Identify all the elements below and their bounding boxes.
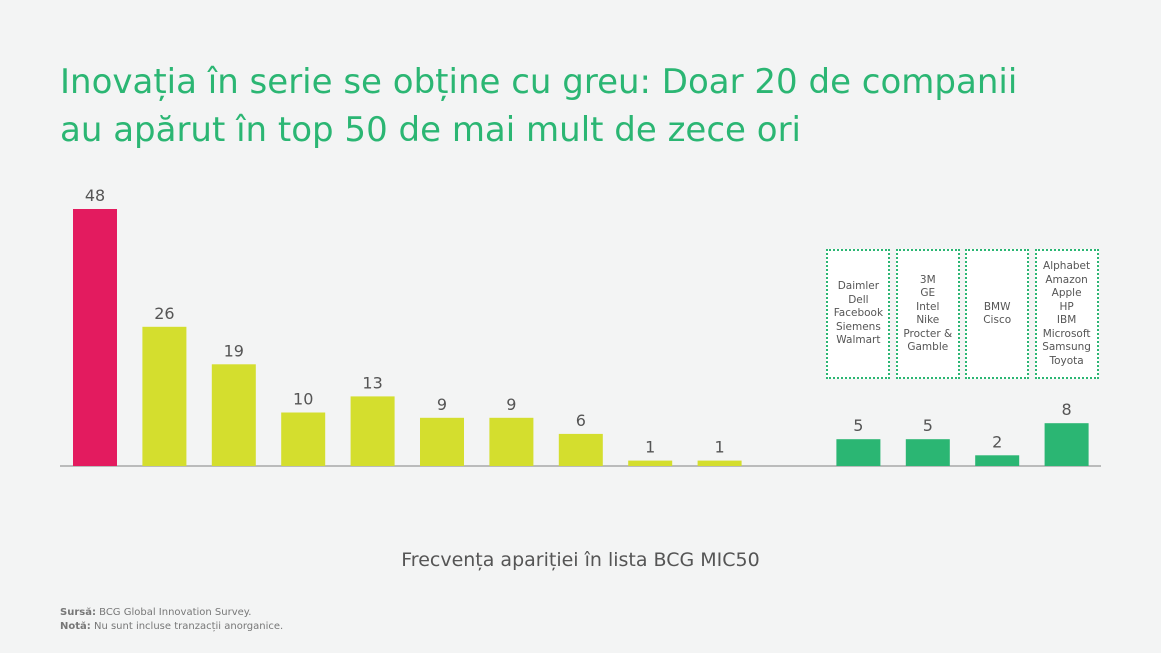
company-name: Dell [848, 293, 869, 306]
company-box-2: BMW Cisco [965, 249, 1030, 379]
company-name: Cisco [983, 314, 1012, 326]
company-list: BMW Cisco [983, 301, 1011, 328]
company-name: HP [1059, 300, 1074, 313]
company-name: Microsoft [1042, 327, 1091, 340]
bar-value-label-12: 5 [923, 416, 933, 435]
bar-1 [142, 326, 187, 466]
bar-13 [975, 455, 1020, 466]
company-list: Alphabet Amazon Apple HP IBM Microsoft Samsung… [1042, 260, 1091, 368]
company-name: Apple [1051, 287, 1082, 299]
bar-0 [73, 209, 117, 466]
company-box-3: Alphabet Amazon Apple HP IBM Microsoft Samsung… [1034, 249, 1099, 379]
source-label: Sursă: [60, 607, 96, 618]
company-name: Facebook [833, 307, 884, 320]
company-list: Daimler Dell Facebook Siemens Walmart [834, 280, 883, 348]
bar-14 [1044, 423, 1089, 466]
company-name: Daimler [837, 280, 880, 293]
company-name: Siemens [835, 320, 881, 333]
note-text: Nu sunt incluse tranzacții anorganice. [90, 621, 284, 632]
company-name: Samsung [1042, 341, 1091, 353]
bar-9 [697, 460, 742, 466]
x-axis-label: Frecvența apariției în lista BCG MIC50 [401, 549, 760, 571]
bar-value-label-14: 8 [1062, 400, 1072, 419]
company-name: GE [920, 287, 936, 299]
chart-title: Inovația în serie se obține cu greu: Doa… [60, 58, 1140, 154]
bar-value-label-9: 1 [715, 438, 725, 457]
company-list: 3M GE Intel Nike Procter & Gamble [903, 274, 952, 355]
company-name: Toyota [1049, 354, 1084, 367]
bar-8 [628, 460, 673, 466]
bar-7 [558, 433, 603, 466]
bar-value-label-0: 48 [85, 186, 105, 205]
bar-value-label-3: 10 [293, 390, 313, 409]
source-note: Sursă: BCG Global Innovation Survey. [60, 606, 283, 620]
company-box-1: 3M GE Intel Nike Procter & Gamble [895, 249, 960, 379]
company-name: IBM [1056, 314, 1077, 326]
bar-value-label-8: 1 [645, 438, 655, 457]
company-name: Intel [916, 300, 940, 313]
bar-value-label-7: 6 [576, 411, 586, 430]
company-name: Amazon [1045, 273, 1088, 286]
company-name: BMW [983, 300, 1011, 313]
chart-title-line-2: au apărut în top 50 de mai mult de zece … [60, 110, 801, 150]
source-text: BCG Global Innovation Survey. [95, 607, 252, 618]
note-label: Notă: [60, 621, 91, 632]
company-name: Procter & [903, 327, 953, 340]
bar-3 [281, 412, 326, 466]
company-name: Walmart [836, 334, 881, 347]
bar-12 [905, 439, 950, 466]
bar-value-label-1: 26 [154, 304, 174, 323]
company-name: Nike [916, 314, 940, 326]
chart-title-line-1: Inovația în serie se obține cu greu: Doa… [60, 62, 1018, 102]
bar-4 [350, 396, 395, 466]
bar-2 [211, 364, 256, 466]
footnotes: Sursă: BCG Global Innovation Survey. Not… [60, 606, 283, 634]
company-name: Gamble [907, 341, 949, 353]
company-box-0: Daimler Dell Facebook Siemens Walmart [826, 249, 891, 379]
bar-value-label-13: 2 [992, 432, 1002, 451]
bar-value-label-2: 19 [224, 341, 244, 360]
bar-value-label-4: 13 [362, 373, 382, 392]
exclusion-note: Notă: Nu sunt incluse tranzacții anorgan… [60, 620, 283, 634]
bar-value-label-11: 5 [853, 416, 863, 435]
bar-value-label-6: 9 [506, 395, 516, 414]
bar-11 [836, 439, 881, 466]
company-name: Alphabet [1043, 260, 1091, 272]
bar-value-label-5: 9 [437, 395, 447, 414]
bar-5 [420, 417, 464, 466]
company-name: 3M [919, 273, 936, 286]
bar-6 [489, 417, 534, 466]
